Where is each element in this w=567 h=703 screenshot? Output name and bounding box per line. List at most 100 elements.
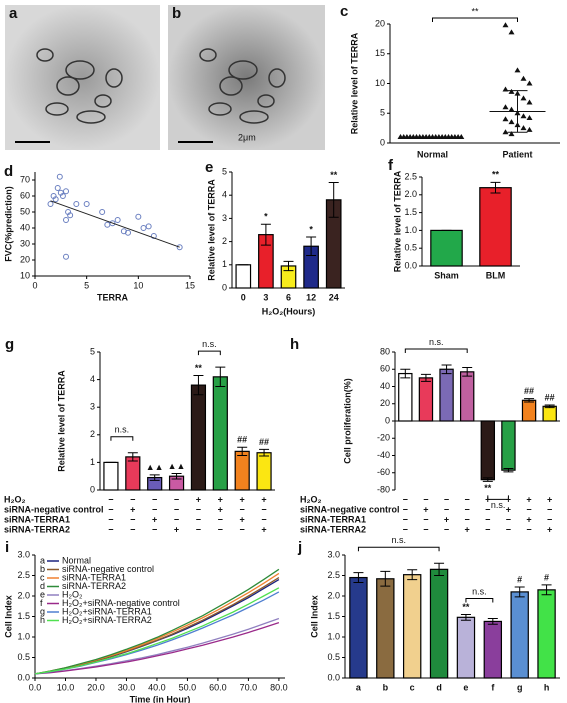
condition-cell: −	[196, 504, 201, 514]
bar	[125, 456, 141, 491]
y-tick-label: 80	[380, 346, 390, 356]
legend-label: Normal	[62, 555, 91, 565]
y-tick-label: 4	[222, 190, 227, 200]
error-bar	[490, 181, 501, 194]
error-bar	[507, 90, 528, 133]
organelle	[94, 94, 112, 108]
significance: #	[544, 572, 549, 582]
error-bar	[420, 373, 431, 382]
condition-cell: −	[403, 514, 408, 524]
y-axis-label: Relative level of TERRA	[56, 370, 66, 472]
point	[502, 129, 509, 135]
panel-letter: a	[9, 5, 18, 22]
point	[520, 95, 527, 101]
condition-cell: +	[465, 524, 470, 534]
point	[52, 196, 59, 203]
organelle	[257, 94, 275, 108]
bracket-label: n.s.	[391, 535, 406, 545]
error-bar	[193, 374, 204, 396]
y-tick-label: 3.0	[17, 549, 30, 559]
y-axis-label: FVC(%prediction)	[3, 186, 13, 262]
error-bar	[215, 366, 226, 387]
error-bar	[237, 446, 248, 456]
condition-cell: −	[108, 494, 113, 504]
bracket	[487, 495, 509, 500]
x-tick-label: a	[356, 682, 362, 692]
condition-cell: +	[547, 494, 552, 504]
y-tick-label: 20	[375, 18, 385, 28]
condition-cell: +	[526, 494, 531, 504]
bar	[212, 376, 228, 491]
y-tick-label: 60	[20, 190, 30, 200]
y-tick-label: 2	[90, 429, 95, 439]
bar	[521, 399, 537, 422]
point	[114, 217, 121, 223]
y-tick-label: 70	[20, 174, 30, 184]
condition-cell: −	[261, 504, 266, 514]
y-tick-label: 40	[20, 222, 30, 232]
condition-cell: −	[174, 494, 179, 504]
error-bar	[503, 467, 514, 473]
error-bar	[400, 368, 411, 379]
organelle	[268, 68, 286, 88]
point	[99, 209, 106, 215]
significance: **	[471, 6, 479, 16]
x-tick-label: 50.0	[179, 682, 197, 692]
condition-cell: −	[465, 514, 470, 524]
point	[520, 75, 527, 81]
bar	[537, 589, 556, 679]
bracket-label: n.s.	[429, 337, 444, 347]
condition-cell: −	[485, 504, 490, 514]
error-bar	[544, 404, 555, 409]
condition-cell: −	[506, 514, 511, 524]
organelle	[219, 76, 243, 96]
point	[150, 233, 157, 239]
condition-label: siRNA-TERRA1	[4, 514, 70, 524]
condition-cell: −	[174, 504, 179, 514]
condition-cell: −	[130, 524, 135, 534]
y-tick-label: 20	[20, 254, 30, 264]
organelle	[239, 110, 269, 124]
x-tick-label: c	[410, 682, 415, 692]
point	[135, 213, 142, 220]
y-tick-label: 0.0	[17, 672, 30, 682]
y-tick-label: 1.5	[327, 611, 340, 621]
condition-cell: +	[196, 494, 201, 504]
y-tick-label: 0.0	[327, 672, 340, 682]
point	[526, 126, 533, 132]
y-tick-label: 2	[222, 236, 227, 246]
y-tick-label: 0.5	[327, 652, 340, 662]
error-bar	[149, 474, 160, 481]
y-tick-label: 1.0	[404, 225, 417, 235]
legend-label: siRNA-TERRA1	[62, 572, 126, 582]
point	[67, 212, 74, 219]
bar	[430, 229, 463, 267]
condition-cell: −	[444, 524, 449, 534]
bracket-label: n.s.	[472, 586, 487, 596]
condition-cell: −	[465, 504, 470, 514]
bar	[376, 578, 395, 679]
micrograph	[5, 5, 160, 150]
error-bar	[306, 236, 317, 257]
y-tick-label: 0	[385, 415, 390, 425]
significance: **	[462, 602, 470, 612]
condition-cell: −	[506, 524, 511, 534]
bar	[235, 264, 252, 289]
y-tick-label: 1.0	[17, 631, 30, 641]
x-tick-label: 40.0	[148, 682, 166, 692]
y-tick-label: 2.0	[17, 590, 30, 600]
x-axis-label: H₂O₂(Hours)	[262, 306, 316, 316]
condition-cell: +	[261, 524, 266, 534]
point	[508, 106, 515, 112]
significance: ##	[524, 386, 534, 396]
x-tick-label: 60.0	[209, 682, 227, 692]
panel-letter: j	[297, 539, 302, 556]
condition-cell: +	[547, 524, 552, 534]
point	[526, 99, 533, 105]
condition-cell: −	[261, 514, 266, 524]
x-tick-label: Normal	[417, 149, 448, 159]
y-tick-label: 30	[20, 238, 30, 248]
bar	[418, 377, 434, 422]
condition-cell: −	[547, 514, 552, 524]
y-tick-label: -20	[377, 433, 390, 443]
